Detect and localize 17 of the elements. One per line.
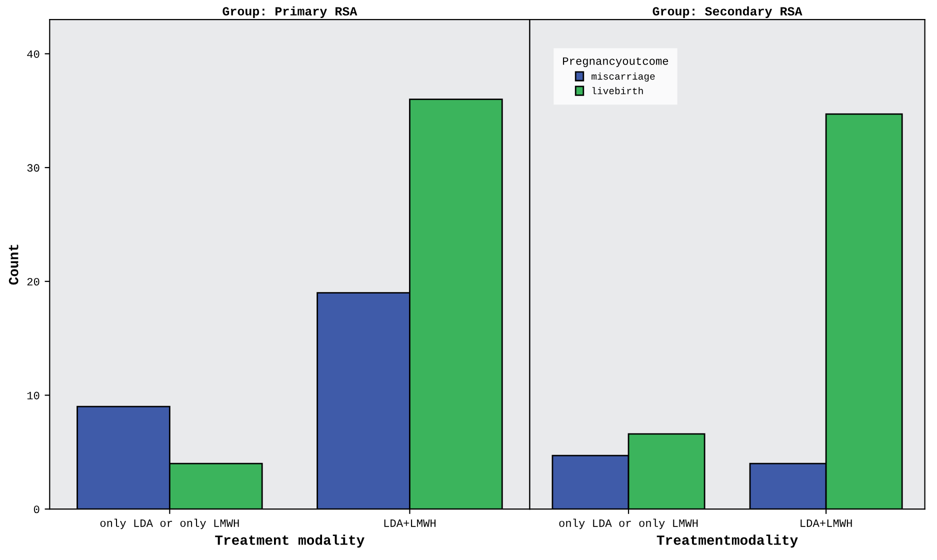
y-tick-label: 40 <box>27 50 40 58</box>
x-tick-label: LDA+LMWH <box>800 519 852 527</box>
legend-label: miscarriage <box>592 72 655 82</box>
x-tick-label: only LDA or only LMWH <box>559 518 698 530</box>
x-axis-title: Treatment modality <box>215 534 364 548</box>
y-tick-label: 20 <box>27 278 40 286</box>
chart-title: Group: Primary RSA <box>222 6 358 18</box>
legend-label: livebirth <box>592 87 643 94</box>
y-axis-title: Count <box>8 244 18 285</box>
x-axis-title: Treatmentmodality <box>656 534 798 548</box>
legend-title: Pregnancyoutcome <box>563 57 668 68</box>
y-tick-label: 0 <box>34 506 40 514</box>
y-tick-label: 10 <box>27 392 40 400</box>
x-tick-label: only LDA or only LMWH <box>100 518 239 530</box>
x-tick-label: LDA+LMWH <box>384 519 436 527</box>
chart-title: Group: Secondary RSA <box>652 6 802 18</box>
y-tick-label: 30 <box>27 164 40 172</box>
